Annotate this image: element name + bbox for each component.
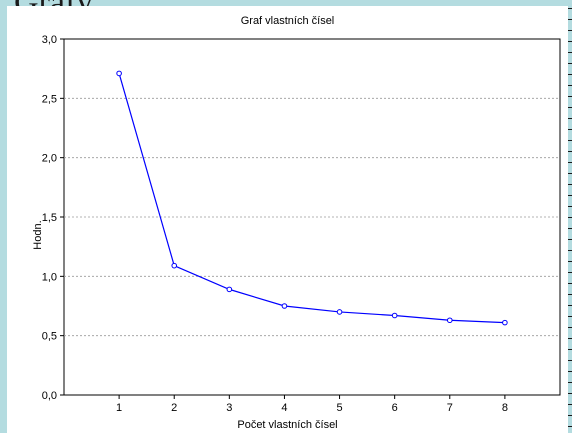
edge-dot: [568, 184, 572, 185]
x-tick-label: 2: [171, 402, 177, 414]
data-point: [446, 317, 453, 324]
series-line: [118, 73, 505, 324]
y-tick-label: 1,5: [42, 212, 57, 224]
data-point: [391, 312, 398, 319]
data-point: [226, 286, 233, 293]
chart-panel: Graf vlastních čísel 0,0 0,5 1,0 1,5 2,0 2,5 3…: [7, 6, 568, 433]
edge-dot: [568, 129, 572, 130]
edge-dot: [568, 162, 572, 163]
edge-dot: [568, 30, 572, 31]
edge-dot: [568, 283, 572, 284]
grid-layer: [64, 97, 560, 337]
edge-dot: [568, 41, 572, 42]
edge-dot: [568, 228, 572, 229]
edge-dot: [568, 382, 572, 383]
data-point: [171, 262, 178, 269]
edge-dot: [568, 371, 572, 372]
edge-dot: [568, 327, 572, 328]
y-tick-label: 3,0: [42, 34, 57, 46]
y-tick-label: 2,5: [42, 93, 57, 105]
x-tick-label: 4: [281, 402, 287, 414]
edge-dot: [568, 316, 572, 317]
x-tick-label: 7: [447, 402, 453, 414]
y-tick-label: 0,0: [42, 390, 57, 402]
x-axis-label: Počet vlastních čísel: [237, 419, 338, 431]
edge-dot: [568, 8, 572, 9]
tick-layer: 0,0 0,5 1,0 1,5 2,0 2,5 3,0 1 2 3 4 5 6 7 8: [42, 34, 508, 414]
edge-dot: [568, 173, 572, 174]
y-axis-label: Hodn.: [32, 220, 44, 250]
series-layer: [116, 70, 508, 326]
x-tick-label: 6: [392, 402, 398, 414]
edge-dot: [568, 404, 572, 405]
edge-dot: [568, 305, 572, 306]
edge-dot: [568, 107, 572, 108]
edge-dot: [568, 96, 572, 97]
edge-dot: [568, 393, 572, 394]
edge-dot: [568, 294, 572, 295]
data-point: [336, 309, 343, 315]
edge-dot: [568, 151, 572, 152]
x-tick-label: 1: [116, 402, 122, 414]
edge-dot: [568, 74, 572, 75]
edge-dot: [568, 338, 572, 339]
eigenvalue-chart: 0,0 0,5 1,0 1,5 2,0 2,5 3,0 1 2 3 4 5 6 7 8: [42, 34, 561, 414]
edge-dot: [568, 63, 572, 64]
edge-dot: [568, 239, 572, 240]
data-point: [502, 319, 508, 326]
edge-dot: [568, 19, 572, 20]
edge-dot: [568, 118, 572, 119]
edge-dot: [568, 261, 572, 262]
edge-dot: [568, 195, 572, 196]
edge-dot: [568, 415, 572, 416]
edge-dot: [568, 349, 572, 350]
x-tick-label: 3: [226, 402, 232, 414]
y-tick-label: 2,0: [42, 153, 57, 165]
data-point: [116, 70, 122, 77]
y-tick-label: 1,0: [42, 271, 57, 283]
x-tick-label: 5: [336, 402, 342, 414]
x-tick-label: 8: [502, 402, 508, 414]
edge-dot: [568, 85, 572, 86]
chart-title: Graf vlastních čísel: [240, 15, 335, 27]
edge-dot: [568, 217, 572, 218]
y-tick-label: 0,5: [42, 331, 57, 343]
data-point: [281, 303, 288, 309]
edge-dot: [568, 206, 572, 207]
edge-dot: [568, 426, 572, 427]
edge-dot: [568, 250, 572, 251]
edge-dot: [568, 360, 572, 361]
edge-dot: [568, 272, 572, 273]
edge-dot: [568, 140, 572, 141]
edge-dot: [568, 52, 572, 53]
